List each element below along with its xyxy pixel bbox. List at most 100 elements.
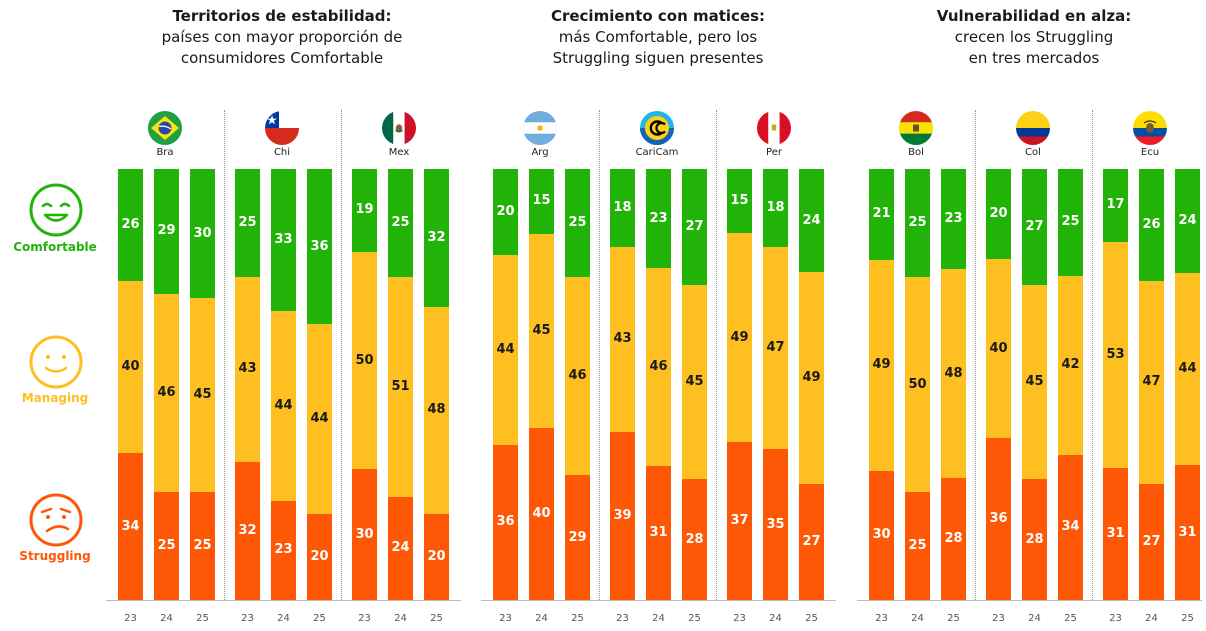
bar-segment-chi-24-struggling xyxy=(271,500,296,600)
year-tick-label: 24 xyxy=(1028,613,1041,624)
bar-value-label: 20 xyxy=(427,548,446,564)
bar-segment-ecu-24-managing xyxy=(1139,281,1164,484)
bar-segment-per-23-struggling xyxy=(727,442,752,600)
bar-segment-arg-25-struggling xyxy=(565,475,590,600)
bar-segment-ecu-23-comfortable xyxy=(1103,169,1128,242)
country-label-ecu: Ecu xyxy=(1140,147,1160,158)
bar-value-label: 43 xyxy=(613,331,632,347)
bar-segment-arg-24-managing xyxy=(529,233,554,428)
bar-segment-chi-24-comfortable xyxy=(271,169,296,312)
country-label-caricam: CariCam xyxy=(635,147,679,158)
bar-value-label: 44 xyxy=(274,398,293,414)
bar-value-label: 42 xyxy=(1061,357,1080,373)
bar-segment-per-24-managing xyxy=(763,246,788,450)
x-axis-line-panel-2 xyxy=(481,600,836,601)
bar-segment-bol-24-struggling xyxy=(905,492,930,600)
bar-value-label: 27 xyxy=(1025,219,1044,235)
panel-title-1-heading: Territorios de estabilidad: xyxy=(172,7,392,25)
bar-value-label: 45 xyxy=(193,387,212,403)
bar-value-label: 31 xyxy=(649,525,668,541)
legend-managing-label: Managing xyxy=(21,391,89,405)
bar-segment-ecu-23-managing xyxy=(1103,241,1128,468)
caricam-flag-icon xyxy=(640,111,674,145)
panel-title-1-subtitle-1: países con mayor proporción de xyxy=(161,28,403,46)
bar-value-label: 27 xyxy=(802,533,821,549)
bar-segment-caricam-23-struggling xyxy=(610,431,635,600)
bar-segment-per-23-comfortable xyxy=(727,169,752,233)
bar-value-label: 27 xyxy=(685,219,704,235)
bar-value-label: 44 xyxy=(1178,361,1197,377)
bar-segment-col-23-managing xyxy=(986,258,1011,439)
bar-value-label: 45 xyxy=(685,374,704,390)
bar-value-label: 20 xyxy=(989,205,1008,221)
year-tick-label: 24 xyxy=(394,613,407,624)
bar-segment-arg-24-comfortable xyxy=(529,169,554,234)
bar-value-label: 40 xyxy=(989,340,1008,356)
peru-flag-icon xyxy=(757,111,791,145)
bar-value-label: 48 xyxy=(427,402,446,418)
bar-segment-bra-24-comfortable xyxy=(154,169,179,294)
panel-title-2-subtitle-2: Struggling siguen presentes xyxy=(552,49,764,67)
bar-value-label: 46 xyxy=(568,367,587,383)
bar-value-label: 39 xyxy=(613,507,632,523)
country-label-arg: Arg xyxy=(531,147,549,158)
bar-segment-bra-23-struggling xyxy=(118,453,143,600)
bar-value-label: 24 xyxy=(802,212,821,228)
bar-value-label: 50 xyxy=(908,376,927,392)
bar-segment-arg-23-comfortable xyxy=(493,169,518,256)
panel-title-3-heading: Vulnerabilidad en alza: xyxy=(936,7,1132,25)
brazil-flag-icon xyxy=(148,111,182,145)
bar-segment-col-24-managing xyxy=(1022,285,1047,480)
bar-segment-ecu-25-struggling xyxy=(1175,465,1200,600)
bar-segment-caricam-24-struggling xyxy=(646,466,671,600)
bar-segment-ecu-25-managing xyxy=(1175,273,1200,466)
year-tick-label: 23 xyxy=(733,613,746,624)
bar-segment-caricam-25-comfortable xyxy=(682,169,707,286)
bar-value-label: 32 xyxy=(427,229,446,245)
bar-segment-mex-24-comfortable xyxy=(388,169,413,277)
bar-value-label: 30 xyxy=(193,225,212,241)
bar-value-label: 35 xyxy=(766,516,785,532)
bar-segment-bra-25-managing xyxy=(190,298,215,493)
bar-value-label: 40 xyxy=(532,505,551,521)
bar-value-label: 25 xyxy=(193,538,212,554)
legend-comfortable-label: Comfortable xyxy=(13,240,97,254)
bar-value-label: 25 xyxy=(908,214,927,230)
bar-segment-chi-23-struggling xyxy=(235,462,260,600)
struggling-face-icon xyxy=(29,493,83,547)
country-label-per: Per xyxy=(766,147,782,158)
bar-value-label: 31 xyxy=(1178,524,1197,540)
bar-value-label: 47 xyxy=(1142,374,1161,390)
year-tick-label: 23 xyxy=(358,613,371,624)
year-tick-label: 23 xyxy=(241,613,254,624)
bar-value-label: 28 xyxy=(944,531,963,547)
panel-title-1: Territorios de estabilidad: países con m… xyxy=(122,6,442,69)
bar-value-label: 15 xyxy=(532,193,551,209)
bar-value-label: 34 xyxy=(1061,519,1080,535)
bar-value-label: 18 xyxy=(613,199,632,215)
year-tick-label: 23 xyxy=(1109,613,1122,624)
bar-segment-arg-24-struggling xyxy=(529,427,554,600)
mexico-flag-icon xyxy=(382,111,416,145)
argentina-flag-icon xyxy=(523,111,557,145)
bar-value-label: 46 xyxy=(649,359,668,375)
year-tick-label: 23 xyxy=(499,613,512,624)
bar-value-label: 28 xyxy=(1025,531,1044,547)
bar-value-label: 29 xyxy=(568,529,587,545)
year-tick-label: 23 xyxy=(124,613,137,624)
bar-value-label: 18 xyxy=(766,199,785,215)
bar-value-label: 44 xyxy=(310,410,329,426)
bar-value-label: 20 xyxy=(310,548,329,564)
bar-value-label: 34 xyxy=(121,518,140,534)
bar-segment-bol-25-comfortable xyxy=(941,169,966,270)
group-divider xyxy=(975,110,976,600)
bar-value-label: 31 xyxy=(1106,525,1125,541)
bar-value-label: 27 xyxy=(1142,533,1161,549)
bar-segment-caricam-25-managing xyxy=(682,285,707,480)
country-label-mex: Mex xyxy=(388,147,410,158)
bar-value-label: 19 xyxy=(355,202,374,218)
bar-segment-caricam-23-managing xyxy=(610,246,635,432)
bar-value-label: 49 xyxy=(802,370,821,386)
panel-title-1-subtitle-2: consumidores Comfortable xyxy=(180,49,384,67)
